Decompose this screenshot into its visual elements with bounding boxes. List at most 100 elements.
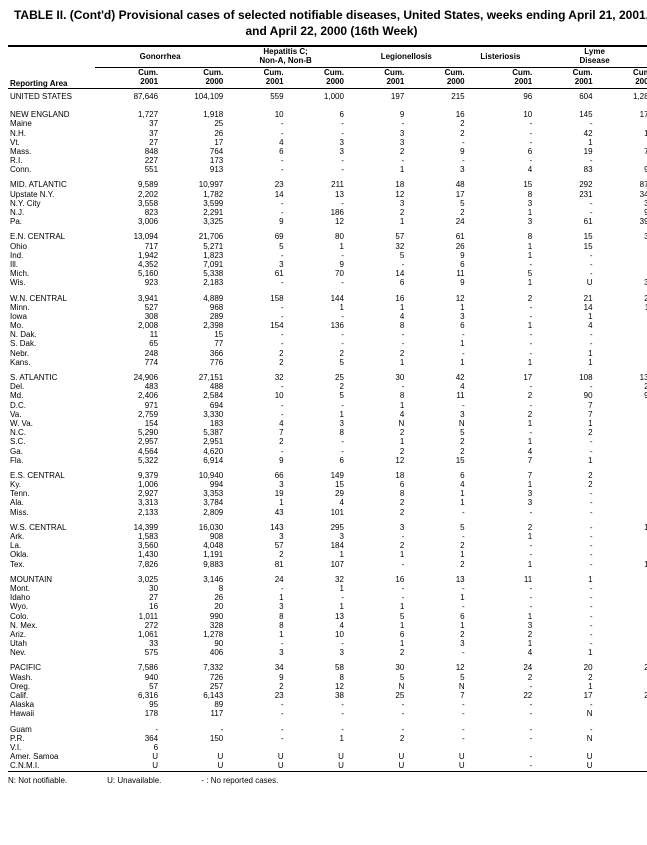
cell-area: Md. xyxy=(8,391,95,400)
cell-value: 1 xyxy=(286,734,346,743)
table-row: R.I.227173------- xyxy=(8,156,647,165)
cell-area: Miss. xyxy=(8,508,95,517)
cell-value: 3 xyxy=(225,648,285,657)
table-row: Vt.2717433--11 xyxy=(8,138,647,147)
cell-value: 3 xyxy=(467,217,535,226)
cell-value: 8 xyxy=(160,584,225,593)
cell-value: 16,030 xyxy=(160,523,225,532)
cell-value: 1 xyxy=(534,358,594,367)
cell-value: - xyxy=(534,156,594,165)
cell-value: 136 xyxy=(286,321,346,330)
cell-area: Amer. Samoa xyxy=(8,752,95,761)
table-row: Md.2,4062,58410581129096 xyxy=(8,391,647,400)
cell-value: 90 xyxy=(160,639,225,648)
cell-value: 22 xyxy=(467,691,535,700)
cell-value: 9 xyxy=(406,251,466,260)
cell-value: 9 xyxy=(406,147,466,156)
cell-value: 26 xyxy=(160,593,225,602)
cell-value: 89 xyxy=(160,700,225,709)
cell-area: S. ATLANTIC xyxy=(8,373,95,382)
table-row: Pa.3,0063,325912124361394 xyxy=(8,217,647,226)
cell-value: 2 xyxy=(225,682,285,691)
cell-value: 1 xyxy=(595,138,647,147)
cell-value: - xyxy=(225,447,285,456)
cell-value: - xyxy=(534,339,594,348)
cell-value: 4 xyxy=(534,321,594,330)
cell-value: 1,782 xyxy=(160,190,225,199)
cell-value: 3 xyxy=(406,410,466,419)
cell-value: - xyxy=(534,630,594,639)
cell-value: 4 xyxy=(406,480,466,489)
cell-value: 1 xyxy=(467,532,535,541)
cell-value: 15 xyxy=(534,232,594,241)
cell-value: N xyxy=(346,682,406,691)
cell-value: 32 xyxy=(346,242,406,251)
cell-value: 2 xyxy=(406,560,466,569)
cell-value: - xyxy=(467,312,535,321)
cell-value: - xyxy=(406,138,466,147)
cell-value: 6 xyxy=(467,147,535,156)
cell-area: N.C. xyxy=(8,428,95,437)
cell-value: 18 xyxy=(346,471,406,480)
cell-value: - xyxy=(225,639,285,648)
table-row: V.I.6 xyxy=(8,743,647,752)
cell-value: 6 xyxy=(286,110,346,119)
table-row: Calif.6,3166,1432338257221721 xyxy=(8,691,647,700)
cell-value: 9 xyxy=(225,673,285,682)
cell-value: N xyxy=(406,419,466,428)
cell-value: 1 xyxy=(406,498,466,507)
cell-value: 2 xyxy=(286,349,346,358)
table-row: Ark.1,58390833--1-- xyxy=(8,532,647,541)
cell-value: 4,048 xyxy=(160,541,225,550)
cell-value: - xyxy=(225,382,285,391)
cell-value: 2 xyxy=(406,119,466,128)
cell-value: - xyxy=(534,330,594,339)
table-row: Okla.1,4301,1912111--- xyxy=(8,550,647,559)
cell-value: 4 xyxy=(406,382,466,391)
cell-value: 2 xyxy=(346,208,406,217)
cell-value: 5 xyxy=(346,673,406,682)
cell-value: 1 xyxy=(346,639,406,648)
cell-value: - xyxy=(406,709,466,718)
grp-hepc: Hepatitis C;Non-A, Non-B xyxy=(225,46,346,67)
cell-area: Ind. xyxy=(8,251,95,260)
cell-value: 8 xyxy=(346,391,406,400)
cell-value: 4 xyxy=(467,648,535,657)
cell-value: 2,927 xyxy=(95,489,160,498)
cell-value: 80 xyxy=(286,232,346,241)
cell-value: 3 xyxy=(286,648,346,657)
cell-value xyxy=(406,743,466,752)
table-row: N. Mex.27232884113-- xyxy=(8,621,647,630)
cell-value: U xyxy=(534,752,594,761)
cell-value: 2,008 xyxy=(95,321,160,330)
table-row: N.J.8232,291-186221-97 xyxy=(8,208,647,217)
cell-value: - xyxy=(467,541,535,550)
cell-value: 2 xyxy=(534,471,594,480)
cell-value: 3,560 xyxy=(95,541,160,550)
cell-value: 8 xyxy=(286,428,346,437)
cell-value: - xyxy=(406,700,466,709)
cell-value: 1 xyxy=(467,480,535,489)
cell-value: 149 xyxy=(286,471,346,480)
cell-value: 1 xyxy=(406,303,466,312)
cell-value: 24 xyxy=(406,217,466,226)
cell-value: 211 xyxy=(286,180,346,189)
cell-value: 158 xyxy=(225,294,285,303)
cell-value: - xyxy=(534,602,594,611)
cell-value: 292 xyxy=(534,180,594,189)
cell-value: 6 xyxy=(406,612,466,621)
cell-value: 3 xyxy=(286,532,346,541)
cell-value: 5,271 xyxy=(160,242,225,251)
cell-value: 77 xyxy=(160,339,225,348)
table-row: Tenn.2,9273,3531929813-1 xyxy=(8,489,647,498)
cell-value: 990 xyxy=(160,612,225,621)
cell-value: 2 xyxy=(595,682,647,691)
cell-value: 3,599 xyxy=(160,199,225,208)
cell-area: Vt. xyxy=(8,138,95,147)
cell-value: 1 xyxy=(595,471,647,480)
grp-listeriosis: Listeriosis xyxy=(467,46,535,67)
cell-value: 20 xyxy=(595,382,647,391)
cell-value: 15 xyxy=(534,242,594,251)
cell-value: 4,352 xyxy=(95,260,160,269)
cell-value: 4 xyxy=(467,447,535,456)
